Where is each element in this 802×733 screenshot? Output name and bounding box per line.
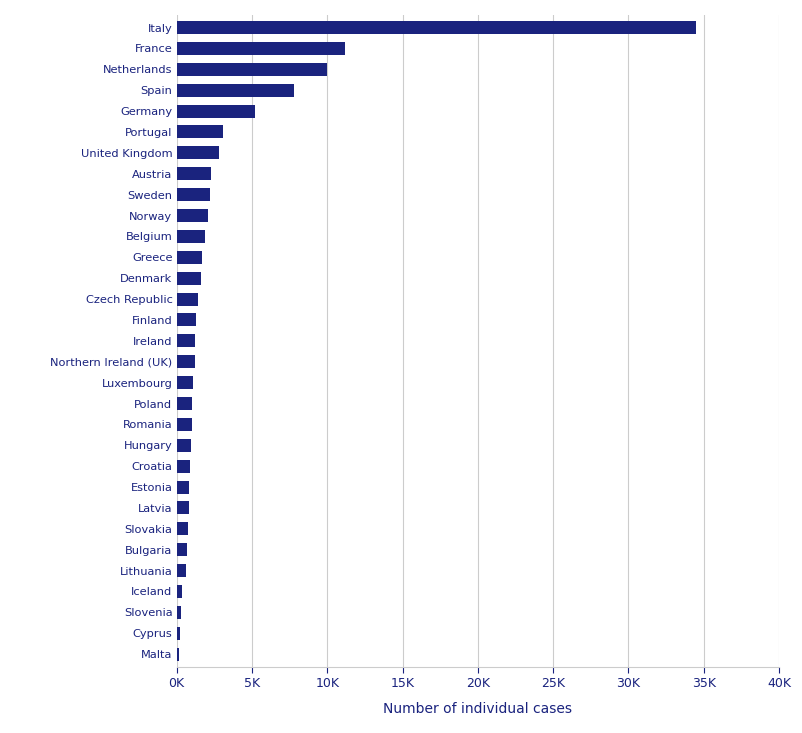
Bar bbox=[176, 543, 187, 556]
Bar bbox=[176, 334, 195, 347]
Bar bbox=[176, 21, 695, 34]
Bar bbox=[176, 418, 192, 431]
Bar bbox=[176, 251, 202, 264]
Bar bbox=[176, 564, 186, 577]
Bar bbox=[176, 272, 200, 284]
Bar bbox=[176, 42, 345, 55]
Bar bbox=[176, 230, 205, 243]
X-axis label: Number of individual cases: Number of individual cases bbox=[383, 701, 572, 715]
Bar bbox=[176, 376, 193, 389]
Bar bbox=[176, 585, 182, 598]
Bar bbox=[176, 356, 194, 368]
Bar bbox=[176, 188, 209, 201]
Bar bbox=[176, 314, 196, 326]
Bar bbox=[176, 606, 181, 619]
Bar bbox=[176, 648, 179, 660]
Bar bbox=[176, 292, 197, 306]
Bar bbox=[176, 105, 255, 117]
Bar bbox=[176, 523, 188, 535]
Bar bbox=[176, 147, 218, 159]
Bar bbox=[176, 209, 208, 222]
Bar bbox=[176, 167, 211, 180]
Bar bbox=[176, 501, 188, 515]
Bar bbox=[176, 397, 192, 410]
Bar bbox=[176, 627, 180, 640]
Bar bbox=[176, 481, 189, 493]
Bar bbox=[176, 460, 190, 473]
Bar bbox=[176, 84, 294, 97]
Bar bbox=[176, 63, 327, 75]
Bar bbox=[176, 125, 223, 139]
Bar bbox=[176, 439, 191, 452]
